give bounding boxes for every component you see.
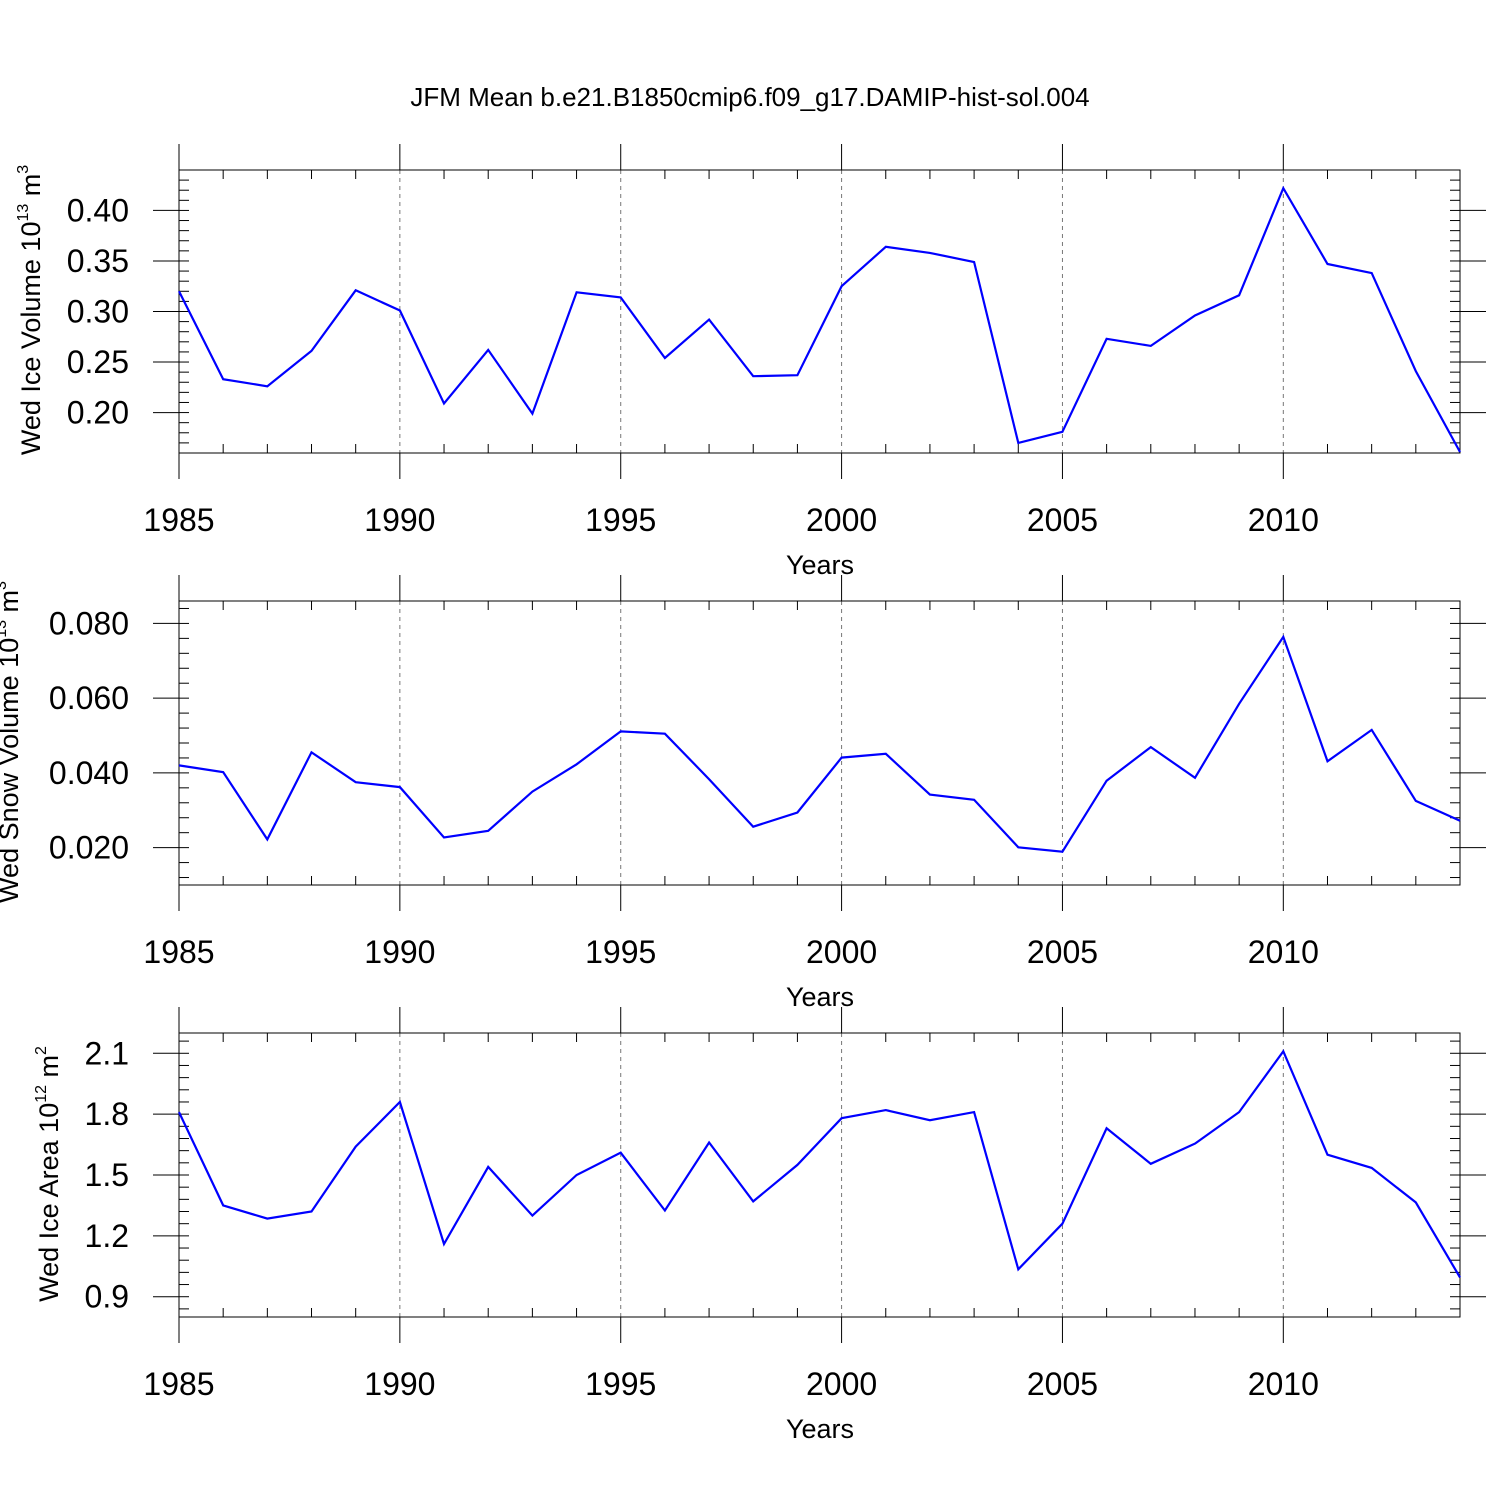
y-tick-label: 1.8 — [85, 1096, 129, 1132]
y-axis-label-superscript: 13 — [15, 204, 32, 222]
x-tick-label: 1995 — [585, 1366, 656, 1402]
y-tick-label: 0.40 — [67, 192, 129, 228]
x-tick-label: 2010 — [1248, 502, 1319, 538]
plot-frame — [178, 600, 1461, 886]
y-tick-label: 0.30 — [67, 294, 129, 330]
y-axis-label-superscript: 3 — [15, 165, 32, 174]
y-tick-label: 0.040 — [49, 755, 129, 791]
y-tick-label: 0.080 — [49, 605, 129, 641]
x-tick-label: 1985 — [143, 934, 214, 970]
x-axis-label: Years — [786, 982, 854, 1012]
plot-frame — [178, 169, 1461, 454]
y-tick-label: 2.1 — [85, 1035, 129, 1071]
x-tick-label: 1990 — [364, 502, 435, 538]
x-tick-label: 2000 — [806, 934, 877, 970]
x-tick-label: 2000 — [806, 502, 877, 538]
x-axis-label: Years — [786, 1414, 854, 1444]
y-tick-label: 0.060 — [49, 680, 129, 716]
y-axis-label-text: m — [16, 174, 46, 204]
x-tick-label: 1990 — [364, 1366, 435, 1402]
x-tick-label: 2005 — [1027, 1366, 1098, 1402]
y-axis-label-superscript: 13 — [0, 620, 10, 638]
panels: 1985 1990 1995 2000 2005 2010 0.20 0.25 0.30 0.35… — [0, 144, 1486, 1444]
y-axis-label: Wed Snow Volume 1013 m3 — [0, 581, 24, 903]
y-axis-label-superscript: 3 — [0, 581, 10, 590]
y-axis-label-text: Wed Snow Volume 10 — [0, 638, 24, 903]
y-tick-label: 0.9 — [85, 1279, 129, 1315]
y-tick-label: 0.020 — [49, 830, 129, 866]
y-axis-label-superscript: 2 — [33, 1046, 50, 1055]
x-tick-label: 1990 — [364, 934, 435, 970]
panel-1: 1985 1990 1995 2000 2005 2010 0.20 0.25 0.30 0.35… — [15, 144, 1486, 580]
y-axis-label-text: m — [0, 590, 24, 620]
x-tick-label: 2010 — [1248, 934, 1319, 970]
x-tick-label: 2010 — [1248, 1366, 1319, 1402]
y-axis-label-text: m — [34, 1055, 64, 1085]
figure-title: JFM Mean b.e21.B1850cmip6.f09_g17.DAMIP-… — [410, 82, 1089, 112]
x-tick-label: 2005 — [1027, 502, 1098, 538]
x-tick-label: 1995 — [585, 502, 656, 538]
series-line — [178, 1049, 1461, 1278]
x-tick-label: 1985 — [143, 1366, 214, 1402]
x-tick-label: 2000 — [806, 1366, 877, 1402]
y-axis-label: Wed Ice Volume 1013 m3 — [15, 165, 46, 455]
x-tick-label: 1995 — [585, 934, 656, 970]
y-axis-label-superscript: 12 — [33, 1085, 50, 1103]
x-tick-label: 1985 — [143, 502, 214, 538]
panel-3: 1985 1990 1995 2000 2005 2010 0.9 1.2 1.5 1.8 2.1 Y… — [33, 1007, 1486, 1444]
panel-2: 1985 1990 1995 2000 2005 2010 0.020 0.040 0.060 0… — [0, 575, 1486, 1012]
y-axis-label-text: Wed Ice Volume 10 — [16, 222, 46, 456]
y-axis-label-text: Wed Ice Area 10 — [34, 1103, 64, 1302]
y-axis-label: Wed Ice Area 1012 m2 — [33, 1046, 64, 1302]
y-tick-label: 0.25 — [67, 344, 129, 380]
x-axis-label: Years — [786, 550, 854, 580]
y-tick-label: 1.2 — [85, 1218, 129, 1254]
y-tick-label: 1.5 — [85, 1157, 129, 1193]
x-tick-label: 2005 — [1027, 934, 1098, 970]
series-line — [178, 185, 1461, 453]
plot-frame — [178, 1032, 1461, 1318]
y-tick-label: 0.20 — [67, 395, 129, 431]
series-line — [178, 634, 1461, 853]
y-tick-label: 0.35 — [67, 243, 129, 279]
